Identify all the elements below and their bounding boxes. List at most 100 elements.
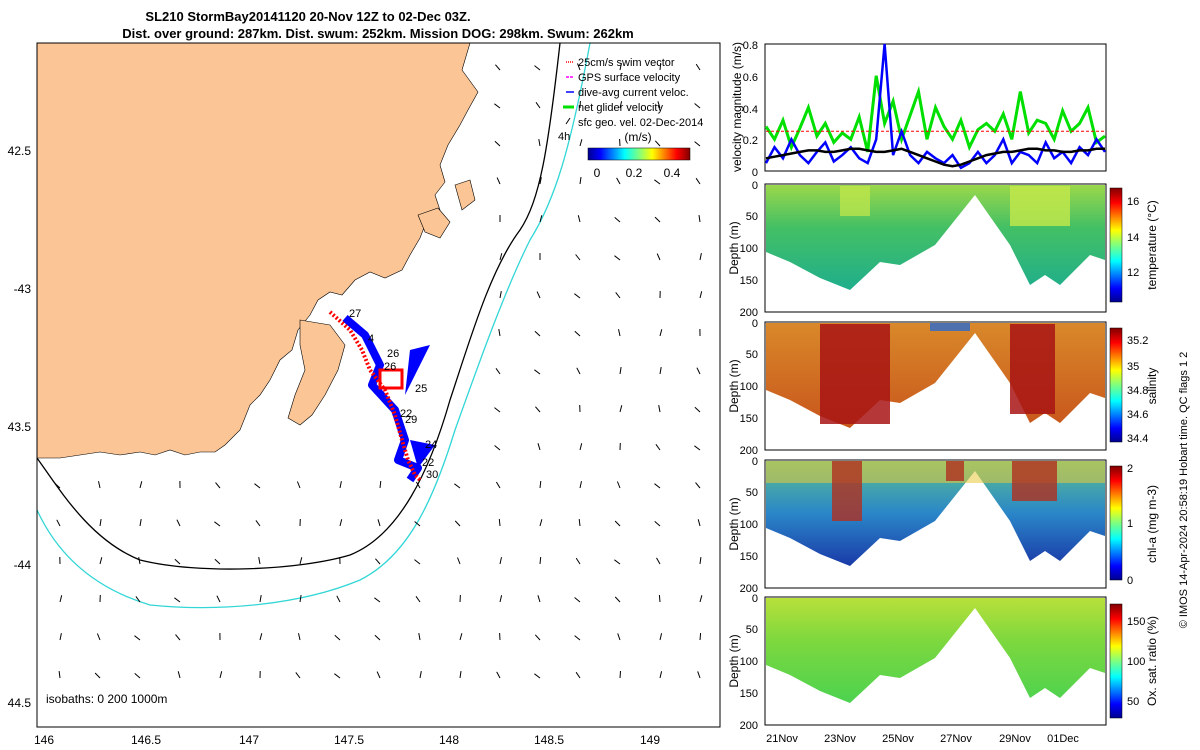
depth-tick: 200 [740, 583, 758, 595]
track-labels: 27 4 26 26 25 22 29 24 22 30 [349, 308, 438, 481]
velocity-arrow [96, 633, 101, 641]
velocity-arrow [534, 673, 541, 679]
velocity-arrow [655, 444, 661, 451]
velocity-arrow [375, 558, 381, 565]
velocity-arrow [579, 481, 582, 489]
velocity-arrow [699, 253, 702, 261]
temp-cbar-tick: 14 [1127, 232, 1139, 244]
colorbar-tick: 0.2 [626, 166, 643, 180]
time-tick: 25Nov [882, 733, 914, 745]
velocity-arrow [659, 367, 662, 375]
velocity-arrow [494, 407, 501, 413]
velocity-arrow [215, 482, 221, 489]
depth-tick: 150 [740, 413, 758, 425]
isobaths-label: isobaths: 0 200 1000m [46, 692, 167, 706]
oxy-cbar-tick: 50 [1127, 696, 1139, 708]
velocity-arrow [699, 632, 702, 641]
velocity-arrow [94, 672, 101, 679]
sal-cbar-tick: 34.4 [1127, 433, 1148, 445]
vel-y-tick: 0.4 [743, 104, 758, 116]
time-tick: 23Nov [824, 733, 856, 745]
velocity-arrow [334, 673, 341, 679]
map-y-ticks: 42.5 -43 43.5 -44 44.5 [8, 144, 32, 710]
velocity-arrow [59, 633, 62, 641]
velocity-arrow [259, 633, 263, 641]
velocity-arrow [139, 519, 142, 527]
x-tick: 147.5 [334, 733, 364, 747]
velocity-arrow [494, 140, 501, 147]
velocity-arrow [694, 445, 701, 451]
velocity-arrow [696, 367, 701, 375]
velocity-arrow [654, 521, 661, 527]
velocity-arrow [254, 483, 261, 489]
velocity-arrow [496, 177, 501, 185]
chla-ylabel: Depth (m) [727, 497, 741, 550]
velocity-arrow [538, 139, 541, 147]
velocity-arrow [615, 292, 621, 299]
time-tick: 29Nov [999, 733, 1031, 745]
vel-ylabel: velocity magnitude (m/s) [730, 42, 744, 172]
map-x-ticks: 146 146.5 147 147.5 148 148.5 149 [34, 733, 660, 747]
vel-y-tick: 0 [752, 167, 758, 179]
velocity-arrow [537, 443, 541, 451]
velocity-arrow [619, 367, 622, 375]
velocity-arrow [534, 634, 541, 641]
map-colorbar: (m/s) 0 0.2 0.4 [587, 130, 691, 180]
time-axis: 21Nov 23Nov 25Nov 27Nov 29Nov 01Dec [766, 733, 1079, 745]
velocity-arrow [697, 671, 701, 679]
velocity-arrow [656, 253, 661, 261]
velocity-arrow [534, 369, 541, 375]
velocity-arrow [176, 519, 181, 527]
velocity-arrow [656, 557, 661, 565]
velocity-arrow [374, 597, 381, 603]
velocity-arrow [699, 595, 703, 603]
velocity-arrow [579, 139, 583, 147]
velocity-arrow [694, 141, 701, 147]
velocity-arrow [614, 559, 621, 565]
velocity-arrow [539, 215, 543, 223]
x-tick: 148.5 [534, 733, 564, 747]
velocity-arrow [495, 481, 501, 489]
colorbar-tick: 0.4 [664, 166, 681, 180]
velocity-arrow [539, 556, 542, 565]
velocity-arrow [499, 253, 503, 261]
velocity-arrow [695, 177, 701, 185]
y-tick: -43 [14, 282, 32, 296]
chla-y-ticks: 0 50 100 150 200 [740, 456, 758, 595]
velocity-arrow [617, 633, 621, 641]
colorbar-tick: 0 [594, 166, 601, 180]
velocity-arrow [259, 595, 262, 603]
velocity-arrow [654, 483, 661, 489]
depth-tick: 100 [740, 519, 758, 531]
velocity-arrow [616, 177, 621, 185]
velocity-arrow [619, 670, 621, 679]
velocity-arrow [619, 63, 622, 71]
velocity-arrow [59, 595, 63, 603]
oxygen-panel: 0 50 100 150 200 Depth (m) 150 100 50 Ox… [727, 593, 1159, 732]
velocity-arrow [496, 671, 501, 679]
velocity-arrow [138, 557, 141, 565]
legend-swim-vector: 25cm/s swim vector [578, 57, 675, 69]
track-label: 22 [422, 457, 434, 469]
time-tick: 01Dec [1047, 733, 1079, 745]
glider-track [328, 310, 435, 483]
velocity-arrow [134, 673, 141, 679]
y-tick: 44.5 [8, 696, 32, 710]
velocity-arrow [539, 519, 543, 527]
velocity-arrow [699, 291, 703, 299]
track-label: 4 [368, 333, 374, 345]
x-tick: 146 [34, 733, 54, 747]
title-line2: Dist. over ground: 287km. Dist. swum: 25… [122, 26, 634, 41]
velocity-arrow [619, 405, 623, 413]
velocity-arrow [695, 63, 701, 71]
legend-gps-velocity: GPS surface velocity [578, 72, 681, 84]
velocity-arrow [174, 558, 181, 565]
depth-tick: 0 [752, 318, 758, 330]
velocity-arrow [255, 520, 261, 527]
velocity-arrow [577, 215, 581, 223]
velocity-arrow [579, 177, 582, 185]
salinity-panel: 0 50 100 150 200 Depth (m) 35.2 35 34.8 … [727, 318, 1159, 457]
track-label: 26 [387, 348, 399, 360]
depth-tick: 100 [740, 243, 758, 255]
velocity-arrow [214, 558, 221, 565]
